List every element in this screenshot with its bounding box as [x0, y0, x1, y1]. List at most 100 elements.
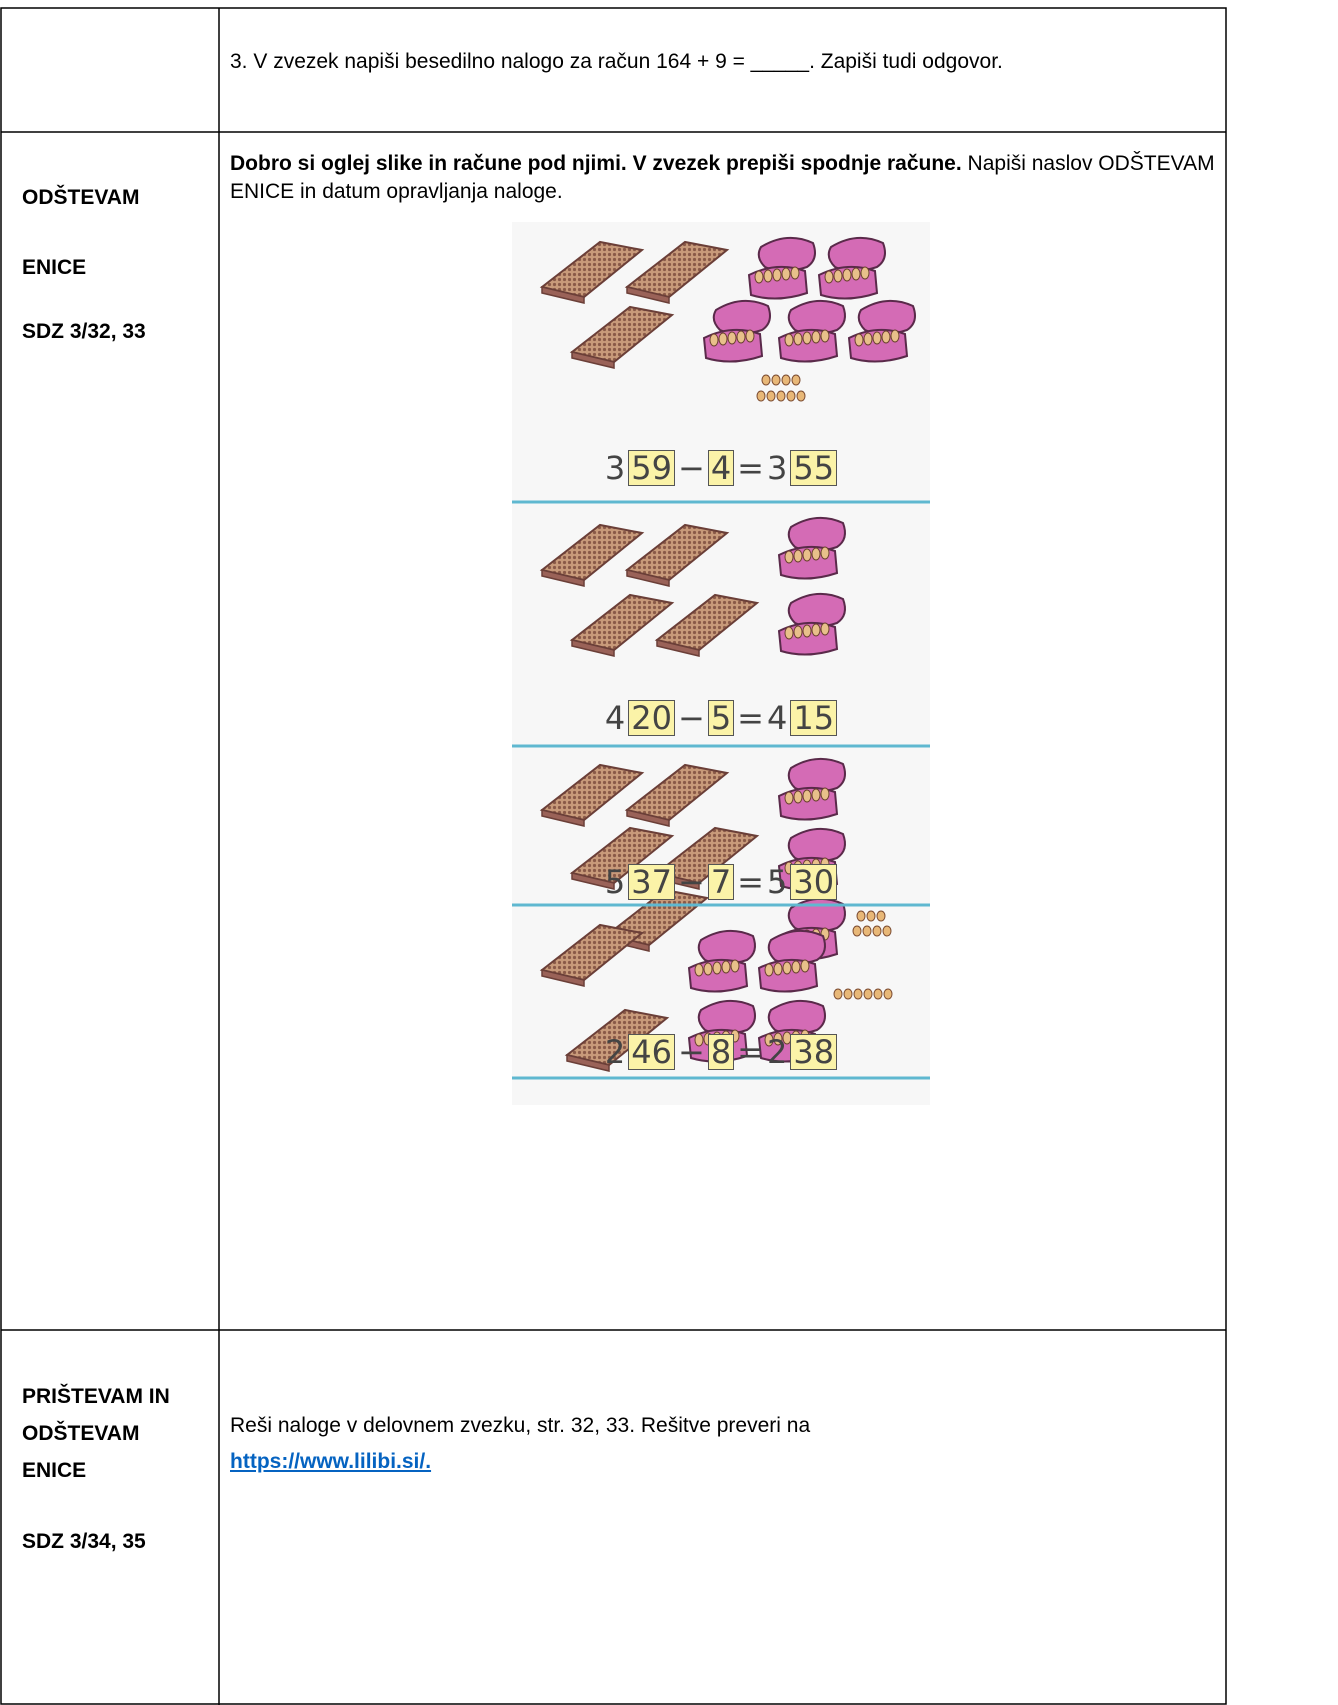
equation-token: 4 — [604, 699, 626, 737]
tray-illustration — [569, 305, 675, 369]
carton-egg — [784, 550, 794, 564]
boxed-number: 55 — [790, 450, 838, 486]
carton-lid — [787, 827, 846, 863]
carton-lid — [787, 516, 846, 552]
instruction-bold: Dobro si oglej slike in račune pod njimi… — [230, 152, 962, 175]
carton-egg — [851, 267, 861, 281]
carton-egg — [764, 1033, 774, 1047]
tray-edge — [656, 639, 700, 657]
carton-lid — [787, 757, 846, 793]
egg — [882, 925, 892, 937]
boxed-number: 4 — [707, 450, 735, 486]
carton-lid — [712, 299, 771, 335]
equation-token: 2 — [766, 1033, 788, 1071]
carton-egg — [791, 960, 801, 974]
carton-egg — [811, 623, 821, 637]
egg — [872, 925, 882, 937]
egg — [883, 988, 893, 1000]
egg — [856, 910, 866, 922]
carton-egg — [709, 333, 719, 347]
carton-egg — [811, 330, 821, 344]
carton-egg — [781, 267, 791, 281]
carton-illustration — [757, 929, 826, 993]
egg — [761, 374, 771, 386]
carton-egg — [833, 269, 843, 283]
carton-egg — [773, 1032, 783, 1046]
tray-edge — [541, 286, 585, 304]
task-text: 3. V zvezek napiši besedilno nalogo za r… — [230, 50, 1003, 73]
carton-egg — [745, 329, 755, 343]
task-text-part: Reši naloge v delovnem zvezku, str. 32, … — [230, 1414, 811, 1437]
carton-lid — [857, 299, 916, 335]
carton-egg — [802, 331, 812, 345]
carton-egg — [890, 329, 900, 343]
carton-illustration — [777, 299, 846, 363]
equation: 5 37−7 = 5 30 — [512, 863, 930, 901]
equation-token: = — [737, 699, 764, 737]
carton-egg — [763, 269, 773, 283]
boxed-number: 20 — [628, 700, 675, 736]
carton-egg — [736, 330, 746, 344]
equation-token: 3 — [604, 449, 626, 487]
carton-egg — [800, 959, 810, 973]
egg — [776, 390, 786, 402]
egg — [843, 988, 853, 1000]
carton-lid — [787, 592, 846, 628]
carton-egg — [820, 622, 830, 636]
tray-edge — [571, 639, 615, 657]
carton-egg — [784, 791, 794, 805]
tray-edge — [541, 969, 585, 987]
carton-lid — [767, 999, 826, 1035]
tray-edge — [571, 872, 615, 890]
carton-egg — [802, 624, 812, 638]
carton-egg — [790, 266, 800, 280]
egg — [853, 988, 863, 1000]
carton-egg — [712, 961, 722, 975]
carton-egg — [727, 331, 737, 345]
carton-egg — [811, 547, 821, 561]
tray-illustration — [654, 593, 760, 657]
tray-edge — [626, 569, 670, 587]
link[interactable]: https://www.lilibi.si/. — [230, 1450, 432, 1473]
egg — [866, 910, 876, 922]
tray-illustration — [624, 763, 730, 827]
equation: 4 20−5 = 4 15 — [512, 699, 930, 737]
egg — [786, 390, 796, 402]
carton-egg — [860, 266, 870, 280]
equation: 3 59−4 = 3 55 — [512, 449, 930, 487]
carton-egg — [764, 963, 774, 977]
egg — [873, 988, 883, 1000]
carton-illustration — [702, 299, 771, 363]
carton-lid — [767, 929, 826, 965]
task-text: Reši naloge v delovnem zvezku, str. 32, … — [230, 1408, 1220, 1480]
tray-illustration — [539, 923, 645, 987]
equation-token: 3 — [766, 449, 788, 487]
boxed-number: 5 — [707, 700, 735, 736]
carton-egg — [754, 270, 764, 284]
carton-egg — [694, 1033, 704, 1047]
equation: 2 46−8 = 2 38 — [512, 1033, 930, 1071]
boxed-number: 46 — [628, 1034, 675, 1070]
tray-edge — [626, 286, 670, 304]
tray-illustration — [539, 240, 645, 304]
carton-egg — [811, 788, 821, 802]
tray-illustration — [654, 826, 760, 890]
carton-egg — [784, 626, 794, 640]
equation-token: 5 — [766, 863, 788, 901]
carton-egg — [718, 332, 728, 346]
boxed-number: 59 — [628, 450, 675, 486]
tray-edge — [541, 569, 585, 587]
carton-lid — [697, 929, 756, 965]
tray-illustration — [564, 1008, 670, 1072]
carton-egg — [694, 963, 704, 977]
egg — [771, 374, 781, 386]
carton-egg — [881, 330, 891, 344]
equation-token: − — [678, 449, 705, 487]
tray-illustration — [539, 763, 645, 827]
row-label: PRIŠTEVAM IN ODŠTEVAM ENICE — [22, 1385, 170, 1482]
carton-egg — [703, 962, 713, 976]
equation-token: − — [678, 1033, 705, 1071]
egg — [833, 988, 843, 1000]
carton-egg — [784, 333, 794, 347]
